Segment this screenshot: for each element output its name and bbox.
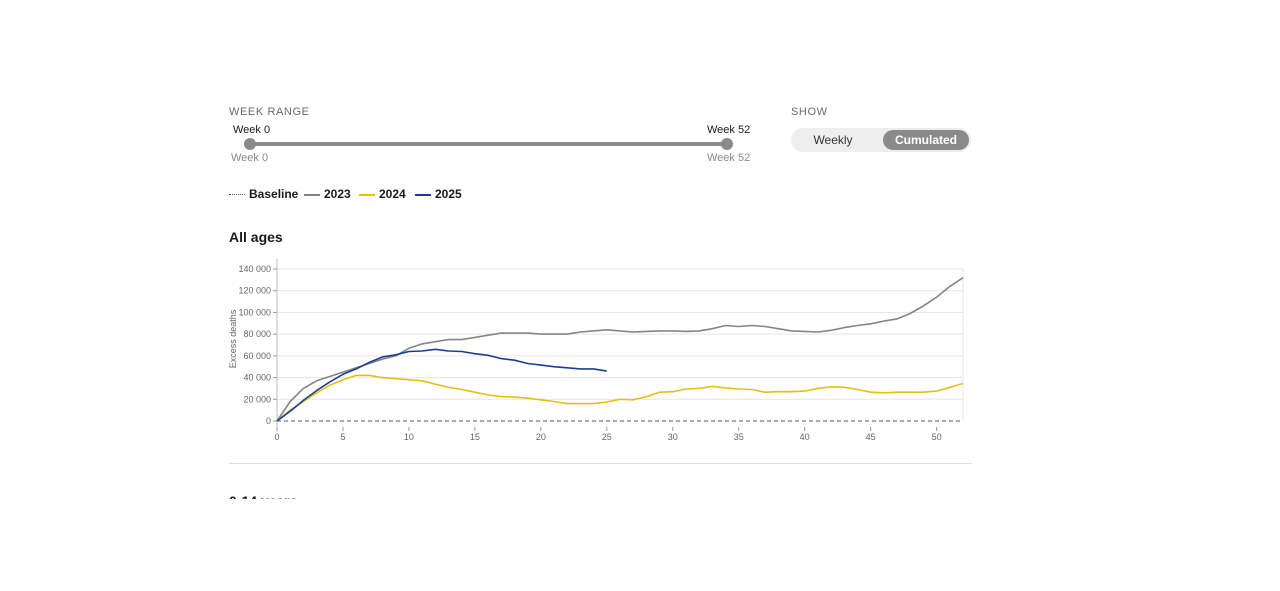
x-tick-label: 15 xyxy=(470,432,480,442)
toggle-cumulated-option[interactable]: Cumulated xyxy=(883,130,969,150)
slider-min-value: Week 0 xyxy=(231,152,269,164)
baseline-swatch xyxy=(229,194,245,195)
y-tick-label: 40 000 xyxy=(243,373,271,383)
x-tick-label: 45 xyxy=(866,432,876,442)
y-tick-label: 80 000 xyxy=(243,329,271,339)
series-line-2025 xyxy=(276,348,607,422)
series-line-2024 xyxy=(276,374,964,422)
week-range-label: WEEK RANGE xyxy=(229,106,310,118)
x-tick-label: 10 xyxy=(404,432,414,442)
y-tick-label: 20 000 xyxy=(243,394,271,404)
slider-min-handle[interactable] xyxy=(244,138,256,150)
next-section-title: 0-14 years xyxy=(229,493,298,499)
x-tick-label: 0 xyxy=(274,432,279,442)
show-label: SHOW xyxy=(791,106,828,118)
series-line-2023 xyxy=(276,277,964,422)
section-divider xyxy=(229,463,972,464)
slider-max-value: Week 52 xyxy=(707,152,751,164)
legend-2025: 2025 xyxy=(435,187,462,201)
slider-max-handle[interactable] xyxy=(721,138,733,150)
y-tick-label: 140 000 xyxy=(238,264,271,274)
y-axis-title: Excess deaths xyxy=(228,309,238,368)
legend-2023: 2023 xyxy=(324,187,351,201)
swatch-2024 xyxy=(359,194,375,196)
y-tick-label: 100 000 xyxy=(238,307,271,317)
x-tick-label: 30 xyxy=(668,432,678,442)
toggle-weekly-option[interactable]: Weekly xyxy=(813,133,853,147)
x-tick-label: 25 xyxy=(602,432,612,442)
y-tick-label: 60 000 xyxy=(243,351,271,361)
x-tick-label: 35 xyxy=(734,432,744,442)
slider-min-label: Week 0 xyxy=(233,124,271,136)
chart-section-title: All ages xyxy=(229,229,283,245)
y-tick-label: 120 000 xyxy=(238,286,271,296)
week-range-slider[interactable] xyxy=(250,142,727,146)
legend-2024: 2024 xyxy=(379,187,406,201)
y-tick-label: 0 xyxy=(266,416,271,426)
show-toggle: Weekly Cumulated xyxy=(791,128,971,152)
legend-baseline: Baseline xyxy=(249,187,299,201)
x-tick-label: 50 xyxy=(932,432,942,442)
x-tick-label: 5 xyxy=(340,432,345,442)
swatch-2025 xyxy=(415,194,431,196)
slider-max-label: Week 52 xyxy=(707,124,751,136)
x-tick-label: 40 xyxy=(800,432,810,442)
x-tick-label: 20 xyxy=(536,432,546,442)
swatch-2023 xyxy=(304,194,320,196)
excess-deaths-chart: 0 20 000 40 000 60 000 80 000 100 000 120 000 1… xyxy=(228,259,964,442)
